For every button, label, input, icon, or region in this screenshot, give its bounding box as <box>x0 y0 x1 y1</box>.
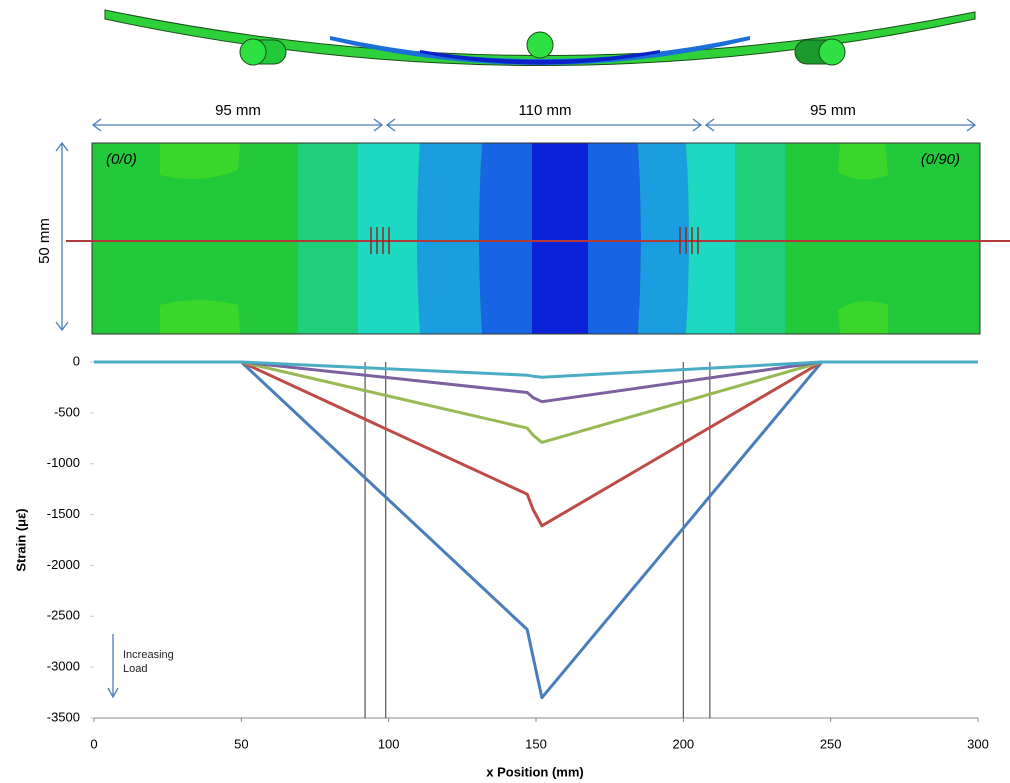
y-tick-label: -2500 <box>47 608 80 623</box>
x-tick-label: 100 <box>378 736 400 751</box>
ply-label: (0/0) <box>106 151 137 168</box>
beam-illustration <box>104 9 976 66</box>
annotation: Increasing Load <box>123 649 174 675</box>
x-axis-label: x Position (mm) <box>486 764 584 779</box>
y-axis-label: Strain (με) <box>13 508 28 571</box>
x-tick-label: 150 <box>525 736 547 751</box>
width-label: 50 mm <box>36 218 53 264</box>
series-line <box>94 360 978 444</box>
x-tick-label: 300 <box>967 736 989 751</box>
series-line <box>94 360 978 379</box>
x-tick-label: 200 <box>672 736 694 751</box>
load-arrow <box>107 634 119 699</box>
y-tick-label: 0 <box>73 353 80 368</box>
y-tick-label: -3500 <box>47 709 80 724</box>
y-tick-label: -3000 <box>47 659 80 674</box>
y-tick-label: -1500 <box>47 506 80 521</box>
dimension-label: 95 mm <box>215 102 261 119</box>
x-tick-label: 250 <box>820 736 842 751</box>
y-tick-label: -1000 <box>47 455 80 470</box>
ply-label: (0/90) <box>921 151 960 168</box>
contour-plot <box>66 142 1010 335</box>
dimension-label: 95 mm <box>810 102 856 119</box>
y-tick-label: -500 <box>54 404 80 419</box>
y-tick-label: -2000 <box>47 557 80 572</box>
dimension-label: 110 mm <box>518 102 571 119</box>
dimension-arrows <box>55 118 977 332</box>
series-line <box>94 360 978 700</box>
series-line <box>94 360 978 528</box>
series-line <box>94 360 978 404</box>
x-tick-label: 50 <box>234 736 248 751</box>
x-tick-label: 0 <box>90 736 97 751</box>
